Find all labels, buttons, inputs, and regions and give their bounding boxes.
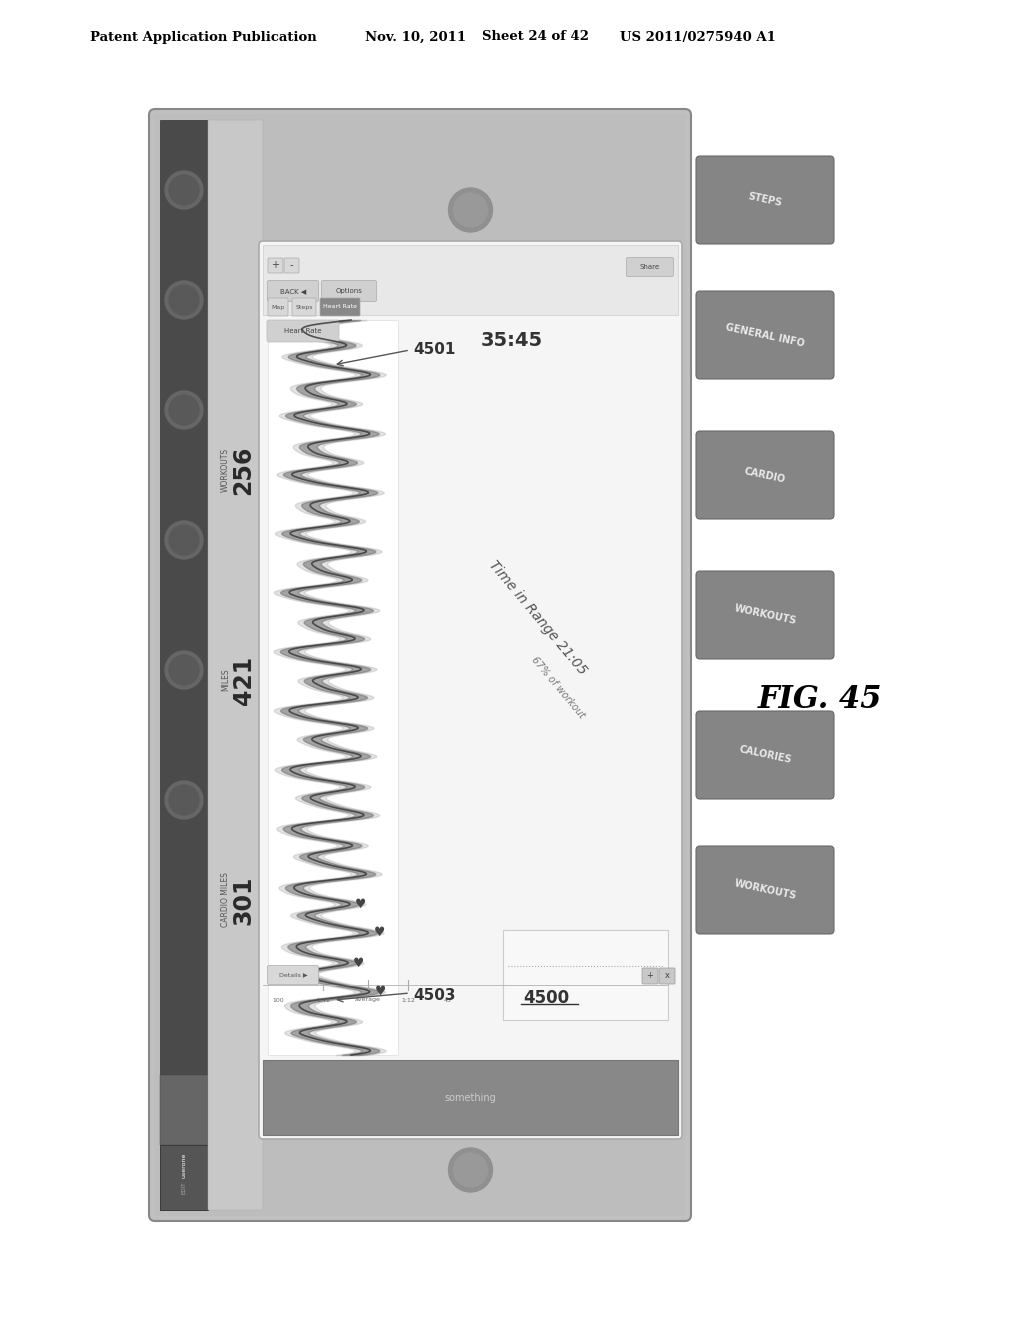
- FancyBboxPatch shape: [284, 257, 299, 273]
- Text: Time in Range 21:05: Time in Range 21:05: [486, 558, 590, 677]
- Text: GENERAL INFO: GENERAL INFO: [725, 322, 806, 348]
- Text: Details ▶: Details ▶: [279, 973, 307, 978]
- Bar: [208, 120, 263, 1210]
- Text: Map: Map: [271, 305, 285, 309]
- Text: userone: userone: [181, 1152, 186, 1177]
- FancyBboxPatch shape: [267, 965, 318, 985]
- Text: 4500: 4500: [523, 989, 569, 1007]
- Circle shape: [165, 651, 203, 689]
- Text: Sheet 24 of 42: Sheet 24 of 42: [482, 30, 589, 44]
- Circle shape: [169, 285, 199, 315]
- Text: x: x: [665, 972, 670, 981]
- Text: CARDIO MILES: CARDIO MILES: [221, 873, 230, 928]
- FancyBboxPatch shape: [696, 572, 834, 659]
- Circle shape: [169, 655, 199, 685]
- Bar: [268, 319, 398, 1055]
- Text: 301: 301: [231, 875, 256, 925]
- FancyBboxPatch shape: [268, 298, 288, 315]
- FancyBboxPatch shape: [292, 298, 316, 315]
- Text: 4501: 4501: [413, 342, 456, 358]
- Text: MILES: MILES: [221, 669, 230, 692]
- Text: 35:45: 35:45: [481, 330, 543, 350]
- Text: STEPS: STEPS: [746, 191, 783, 209]
- FancyBboxPatch shape: [150, 110, 691, 1221]
- Text: average: average: [355, 998, 381, 1002]
- Text: 100: 100: [272, 998, 284, 1002]
- Bar: [160, 1074, 208, 1144]
- Circle shape: [454, 1152, 487, 1187]
- Text: ♥: ♥: [374, 927, 385, 939]
- Circle shape: [169, 785, 199, 814]
- Text: 45: 45: [444, 998, 452, 1002]
- FancyBboxPatch shape: [696, 846, 834, 935]
- Text: FIG. 45: FIG. 45: [758, 685, 883, 715]
- Bar: [160, 1144, 208, 1210]
- Bar: [503, 931, 668, 1020]
- FancyBboxPatch shape: [267, 319, 339, 342]
- Circle shape: [169, 176, 199, 205]
- Text: Heart Rate: Heart Rate: [323, 305, 357, 309]
- FancyBboxPatch shape: [696, 156, 834, 244]
- Circle shape: [165, 781, 203, 818]
- Text: CALORIES: CALORIES: [737, 744, 793, 766]
- Text: +: +: [646, 972, 653, 981]
- FancyBboxPatch shape: [696, 290, 834, 379]
- FancyBboxPatch shape: [642, 968, 658, 983]
- Text: Nov. 10, 2011: Nov. 10, 2011: [365, 30, 466, 44]
- Text: 256: 256: [231, 445, 256, 495]
- Circle shape: [169, 395, 199, 425]
- Circle shape: [449, 187, 493, 232]
- Text: BACK ◀: BACK ◀: [280, 288, 306, 294]
- Text: 4503: 4503: [413, 987, 456, 1002]
- FancyBboxPatch shape: [696, 432, 834, 519]
- Text: WORKOUTS: WORKOUTS: [733, 879, 797, 902]
- Circle shape: [165, 281, 203, 319]
- Text: something: something: [444, 1093, 497, 1104]
- Circle shape: [449, 1148, 493, 1192]
- Text: EDIT: EDIT: [181, 1181, 186, 1195]
- Text: ♥: ♥: [353, 957, 365, 969]
- Text: CARDIO: CARDIO: [743, 466, 786, 484]
- FancyBboxPatch shape: [319, 298, 360, 315]
- Text: 421: 421: [231, 656, 256, 705]
- Text: Options: Options: [336, 288, 362, 294]
- FancyBboxPatch shape: [259, 242, 682, 1139]
- Text: Steps: Steps: [295, 305, 312, 309]
- FancyBboxPatch shape: [268, 257, 283, 273]
- FancyBboxPatch shape: [696, 711, 834, 799]
- Bar: [263, 246, 678, 315]
- Circle shape: [169, 525, 199, 554]
- Text: WORKOUTS: WORKOUTS: [733, 603, 797, 627]
- Text: Heart Rate: Heart Rate: [285, 327, 322, 334]
- Bar: [160, 120, 208, 1210]
- Text: US 2011/0275940 A1: US 2011/0275940 A1: [620, 30, 776, 44]
- Circle shape: [165, 521, 203, 558]
- Circle shape: [165, 391, 203, 429]
- Circle shape: [165, 172, 203, 209]
- Text: 67% of workout: 67% of workout: [529, 655, 587, 721]
- FancyBboxPatch shape: [154, 114, 686, 1216]
- Text: Share: Share: [640, 264, 660, 271]
- Text: +: +: [271, 260, 280, 271]
- Text: ♥: ♥: [355, 898, 367, 911]
- FancyBboxPatch shape: [659, 968, 675, 983]
- Circle shape: [454, 193, 487, 227]
- FancyBboxPatch shape: [627, 257, 674, 276]
- Text: -: -: [290, 260, 293, 271]
- Text: Patent Application Publication: Patent Application Publication: [90, 30, 316, 44]
- Text: ♥: ♥: [375, 985, 386, 998]
- Text: 1:42: 1:42: [316, 998, 330, 1002]
- Text: 1:12: 1:12: [401, 998, 415, 1002]
- Text: WORKOUTS: WORKOUTS: [221, 447, 230, 492]
- FancyBboxPatch shape: [322, 281, 377, 301]
- Bar: [263, 1060, 678, 1135]
- FancyBboxPatch shape: [267, 281, 318, 301]
